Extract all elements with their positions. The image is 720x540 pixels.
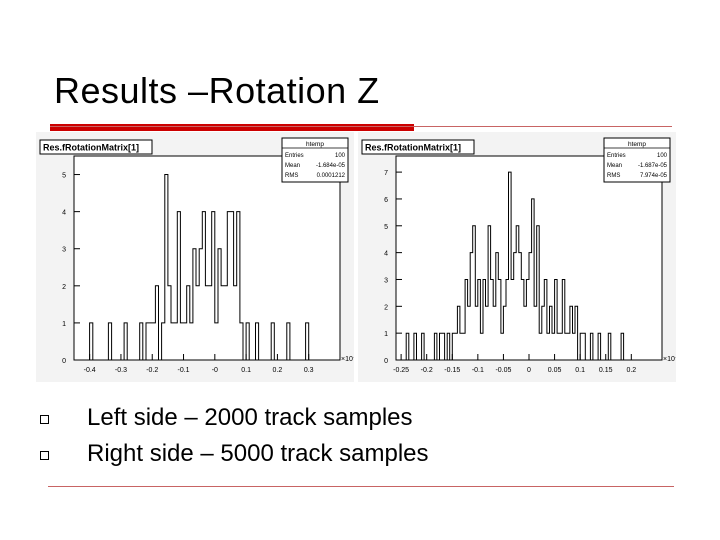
square-bullet-icon — [40, 415, 49, 424]
x-tick-label: -0.1 — [472, 367, 484, 374]
y-tick-label: 0 — [62, 358, 66, 365]
y-tick-label: 5 — [384, 224, 388, 231]
y-tick-label: 3 — [62, 247, 66, 254]
chart-title-box — [39, 139, 153, 155]
square-bullet-icon — [40, 451, 49, 460]
stats-name: htemp — [628, 141, 646, 148]
y-tick-label: 4 — [62, 210, 66, 217]
y-tick-label: 1 — [62, 321, 66, 328]
x-axis-multiplier: ×10⁻³ — [663, 356, 676, 363]
title-accent-bar — [50, 124, 414, 131]
x-tick-label: -0 — [212, 367, 218, 374]
stats-box — [603, 137, 671, 183]
chart-title: Res.fRotationMatrix[1] — [365, 143, 461, 153]
x-tick-label: -0.15 — [444, 367, 460, 374]
stats-label: Mean — [607, 163, 622, 169]
stats-label: Entries — [607, 153, 626, 159]
right-histogram-chart: -0.25 -0.2 -0.15 -0.1 -0.05 0 0.05 0.1 0.15 0.2 ×1… — [361, 137, 676, 374]
x-tick-label: -0.25 — [393, 367, 409, 374]
stats-label: Mean — [285, 163, 300, 169]
y-tick-label: 0 — [384, 358, 388, 365]
y-tick-label: 2 — [62, 284, 66, 291]
x-tick-label: -0.2 — [146, 367, 158, 374]
x-tick-label: 0.15 — [599, 367, 613, 374]
y-tick-label: 6 — [384, 197, 388, 204]
x-tick-label: -0.3 — [115, 367, 127, 374]
x-tick-label: 0.1 — [575, 367, 585, 374]
histogram-series — [89, 174, 322, 361]
stats-value: 0.0001212 — [317, 173, 346, 179]
stats-value: -1.684e-05 — [316, 163, 346, 169]
chart-title-box — [361, 139, 475, 155]
stats-value: 100 — [657, 153, 668, 159]
plot-frame — [73, 155, 341, 361]
y-tick-label: 7 — [384, 170, 388, 177]
stats-label: Entries — [285, 153, 304, 159]
stats-name: htemp — [306, 141, 324, 148]
x-tick-label: -0.05 — [495, 367, 511, 374]
stats-value: -1.687e-05 — [638, 163, 668, 169]
y-tick-label: 3 — [384, 277, 388, 284]
y-tick-label: 1 — [384, 331, 388, 338]
left-histogram-chart: -0.4 -0.3 -0.2 -0.1 -0 0.1 0.2 0.3 ×10⁻³ 0 1 2 3 4 5 Re… — [39, 137, 354, 374]
y-tick-label: 5 — [62, 173, 66, 180]
slide-title: Results –Rotation Z — [54, 70, 380, 111]
x-tick-label: -0.1 — [177, 367, 189, 374]
x-tick-label: -0.4 — [84, 367, 96, 374]
stats-value: 7.974e-05 — [640, 173, 668, 179]
x-tick-label: 0.2 — [626, 367, 636, 374]
bottom-rule — [48, 486, 674, 487]
stats-label: RMS — [607, 173, 620, 179]
histogram-series — [403, 171, 629, 361]
x-tick-label: 0.05 — [548, 367, 562, 374]
left-histogram-panel: -0.4 -0.3 -0.2 -0.1 -0 0.1 0.2 0.3 ×10⁻³ 0 1 2 3 4 5 Re… — [36, 132, 354, 382]
x-tick-label: 0.2 — [273, 367, 283, 374]
y-tick-label: 4 — [384, 251, 388, 258]
stats-value: 100 — [335, 153, 346, 159]
stats-label: RMS — [285, 173, 298, 179]
x-tick-label: 0.1 — [241, 367, 251, 374]
x-tick-label: -0.2 — [421, 367, 433, 374]
chart-title: Res.fRotationMatrix[1] — [43, 143, 139, 153]
bullet-text: Left side – 2000 track samples — [87, 404, 413, 431]
stats-box — [281, 137, 349, 183]
bullet-text: Right side – 5000 track samples — [87, 440, 429, 467]
x-tick-label: 0.3 — [304, 367, 314, 374]
right-histogram-panel: -0.25 -0.2 -0.15 -0.1 -0.05 0 0.05 0.1 0.15 0.2 ×1… — [358, 132, 676, 382]
x-tick-label: 0 — [527, 367, 531, 374]
y-tick-label: 2 — [384, 304, 388, 311]
title-underline — [50, 126, 672, 127]
x-axis-multiplier: ×10⁻³ — [341, 356, 354, 363]
